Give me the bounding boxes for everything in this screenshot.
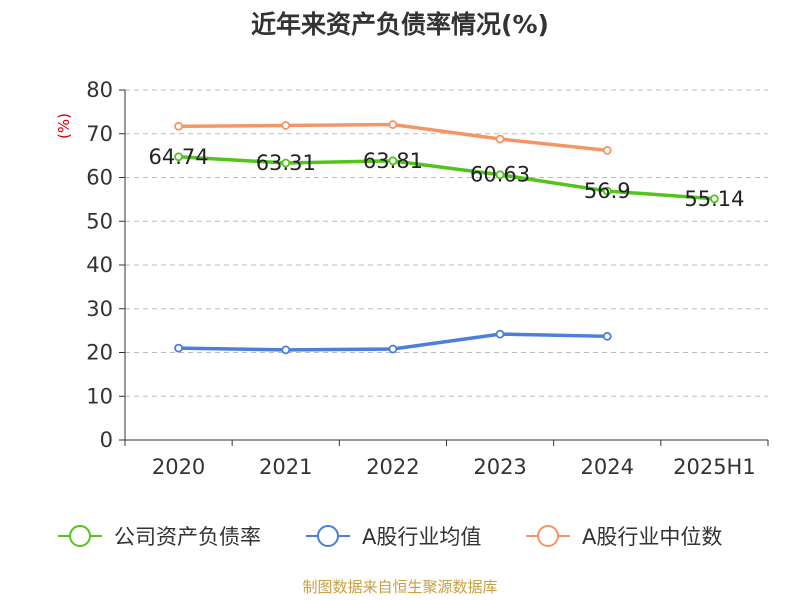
y-tick-label: 70 (86, 122, 113, 146)
chart-title: 近年来资产负债率情况(%) (251, 10, 549, 39)
data-label: 63.81 (363, 149, 423, 173)
series-point (602, 331, 612, 341)
y-tick-label: 20 (86, 341, 113, 365)
x-tick-label: 2021 (259, 455, 312, 479)
axes: 0 10 20 30 40 50 60 70 80 2020 2021 2022 2023 2024 202… (86, 78, 769, 479)
legend-circle-marker (317, 525, 339, 547)
legend[interactable]: 公司资产负债率 A股行业均值 A股行业中位数 (58, 525, 722, 549)
series-point (174, 121, 183, 131)
series-lines (174, 120, 719, 355)
legend-item-2[interactable]: A股行业均值 (306, 525, 481, 549)
x-tick-label: 2023 (473, 455, 526, 479)
y-tick-label: 40 (86, 253, 113, 277)
data-label: 64.74 (149, 145, 209, 169)
legend-label: A股行业均值 (362, 525, 481, 549)
data-label: 56.9 (584, 179, 631, 203)
y-tick-label: 60 (86, 166, 113, 190)
series-point (602, 186, 612, 196)
series-point (281, 121, 291, 130)
y-tick-label: 10 (86, 384, 113, 408)
series-point (174, 152, 183, 162)
series-point (495, 134, 505, 144)
y-axis-unit-label: (%) (55, 113, 73, 139)
y-tick-label: 80 (86, 78, 113, 102)
series-point (388, 120, 398, 129)
series-line-1 (178, 155, 715, 201)
series-point (495, 329, 505, 339)
legend-item-1[interactable]: 公司资产负债率 (58, 525, 261, 549)
series-point (281, 345, 291, 355)
series-point (602, 145, 612, 155)
x-tick-label: 2020 (152, 455, 205, 479)
legend-circle-marker (69, 525, 91, 547)
series-point (174, 343, 183, 353)
y-tick-label: 50 (86, 209, 113, 233)
series-point (495, 170, 505, 180)
x-tick-label: 2025H1 (673, 455, 756, 479)
legend-label: A股行业中位数 (582, 525, 722, 549)
series-point (388, 344, 398, 354)
x-tick-label: 2024 (581, 455, 634, 479)
source-note: 制图数据来自恒生聚源数据库 (302, 578, 497, 596)
legend-label: 公司资产负债率 (114, 525, 261, 549)
data-label: 60.63 (470, 163, 530, 187)
y-tick-label: 0 (100, 428, 113, 452)
series-point (710, 194, 719, 204)
data-labels: 64.74 63.31 63.81 60.63 56.9 55.14 (149, 145, 745, 211)
series-point (388, 156, 398, 166)
data-label: 63.31 (256, 151, 316, 175)
legend-item-3[interactable]: A股行业中位数 (526, 525, 722, 549)
y-tick-label: 30 (86, 297, 113, 321)
legend-circle-marker (537, 525, 559, 547)
series-point (281, 158, 291, 168)
grid-lines (125, 89, 768, 397)
x-tick-label: 2022 (366, 455, 419, 479)
data-label: 55.14 (684, 187, 744, 211)
